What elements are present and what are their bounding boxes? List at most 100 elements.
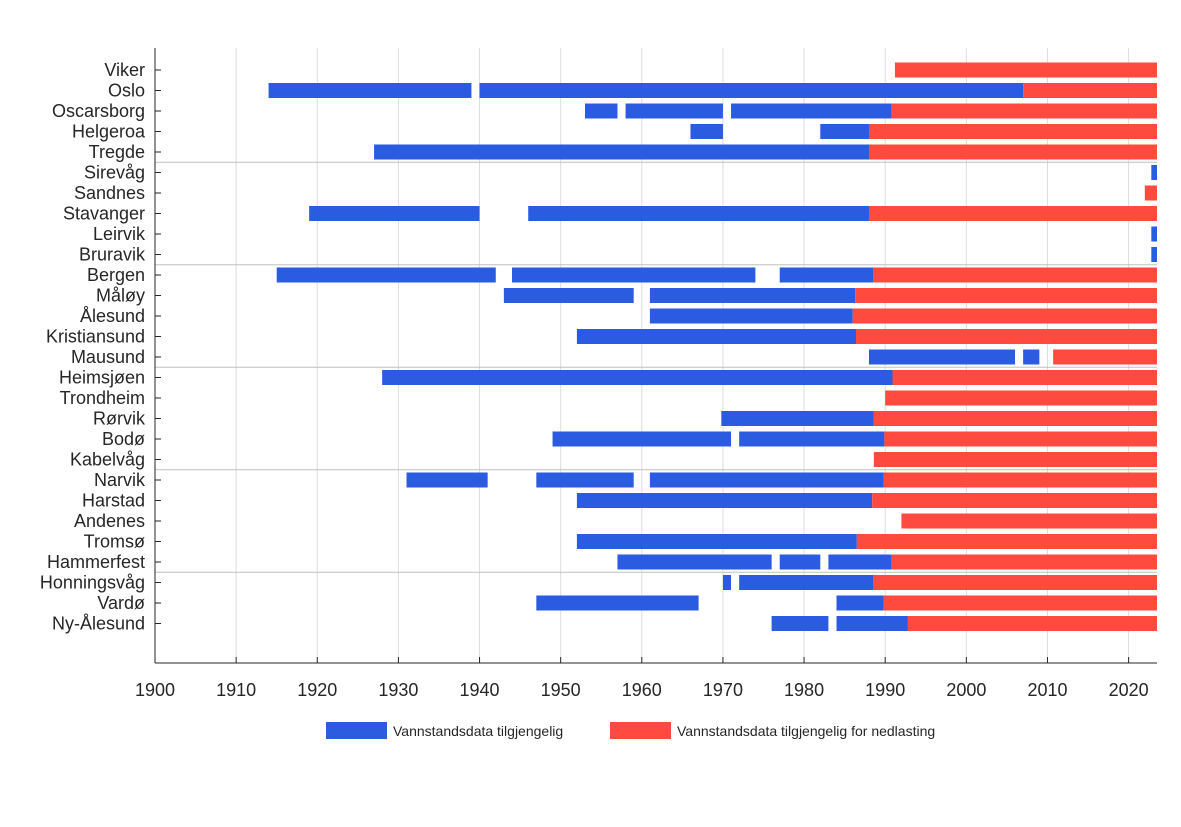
station-label-måløy: Måløy: [96, 286, 145, 306]
x-tick-label-1910: 1910: [216, 680, 256, 700]
x-tick-label-2000: 2000: [946, 680, 986, 700]
bar-download-mausund-0: [1053, 349, 1157, 365]
bar-available-oscarsborg-1: [625, 103, 723, 119]
bar-download-oslo-0: [1023, 83, 1157, 98]
bar-available-hammerfest-2: [828, 554, 892, 570]
bar-available-bodø-1: [739, 431, 885, 447]
bar-available-helgeroa-1: [820, 124, 869, 139]
station-label-tregde: Tregde: [89, 142, 145, 162]
station-label-ny-ålesund: Ny-Ålesund: [52, 614, 145, 634]
station-label-kristiansund: Kristiansund: [46, 327, 145, 347]
station-label-vardø: Vardø: [97, 593, 145, 613]
station-label-stavanger: Stavanger: [63, 204, 145, 224]
bar-available-vardø-1: [836, 595, 884, 611]
station-label-bruravik: Bruravik: [79, 245, 146, 265]
bar-available-hammerfest-0: [617, 554, 772, 570]
bar-available-helgeroa-0: [690, 124, 723, 139]
bar-download-ny-ålesund-0: [907, 616, 1157, 631]
bar-available-oscarsborg-0: [585, 103, 618, 119]
x-tick-label-2020: 2020: [1109, 680, 1149, 700]
bar-available-rørvik-0: [721, 411, 874, 426]
bar-download-honningsvåg-0: [873, 575, 1157, 590]
legend: Vannstandsdata tilgjengelig Vannstandsdat…: [326, 722, 935, 739]
bar-available-sirevåg-0: [1151, 165, 1157, 180]
station-label-andenes: Andenes: [74, 511, 145, 531]
bar-available-ålesund-0: [649, 308, 853, 324]
bar-available-honningsvåg-0: [722, 575, 732, 590]
bar-available-tregde-0: [374, 144, 869, 160]
bar-available-måløy-0: [503, 288, 634, 303]
bar-available-narvik-0: [406, 472, 488, 488]
station-label-oscarsborg: Oscarsborg: [52, 101, 145, 121]
station-label-heimsjøen: Heimsjøen: [59, 368, 145, 388]
bar-available-narvik-2: [649, 472, 884, 488]
station-label-rørvik: Rørvik: [93, 409, 146, 429]
bar-download-heimsjøen-0: [892, 370, 1157, 385]
bar-download-vardø-0: [883, 595, 1157, 611]
station-label-sandnes: Sandnes: [74, 183, 145, 203]
x-tick-label-1900: 1900: [135, 680, 175, 700]
station-label-viker: Viker: [104, 60, 145, 80]
station-label-hammerfest: Hammerfest: [47, 552, 145, 572]
bar-available-honningsvåg-1: [739, 575, 874, 590]
legend-label-download: Vannstandsdata tilgjengelig for nedlasti…: [677, 723, 935, 739]
legend-label-available: Vannstandsdata tilgjengelig: [393, 723, 563, 739]
bar-download-viker-0: [894, 62, 1157, 78]
x-tick-label-1940: 1940: [460, 680, 500, 700]
station-label-kabelvåg: Kabelvåg: [70, 450, 145, 470]
bar-available-hammerfest-1: [779, 554, 821, 570]
station-label-sirevåg: Sirevåg: [84, 163, 145, 183]
bar-available-oslo-1: [479, 83, 1024, 98]
bar-available-leirvik-0: [1151, 226, 1157, 242]
bar-available-bruravik-0: [1151, 247, 1157, 262]
bar-download-bergen-0: [873, 267, 1157, 283]
data-bars: [268, 62, 1157, 631]
station-label-helgeroa: Helgeroa: [72, 122, 146, 142]
x-tick-label-1990: 1990: [865, 680, 905, 700]
bar-download-kristiansund-0: [855, 329, 1157, 344]
bar-available-mausund-0: [868, 349, 1016, 365]
bar-download-måløy-0: [855, 288, 1157, 303]
bar-download-trondheim-0: [885, 390, 1157, 406]
bar-available-oscarsborg-2: [731, 103, 892, 119]
station-labels: VikerOsloOscarsborgHelgeroaTregdeSirevåg…: [40, 60, 146, 634]
bar-download-bodø-0: [884, 431, 1157, 447]
bar-available-bodø-0: [552, 431, 732, 447]
bar-available-måløy-1: [649, 288, 856, 303]
station-label-tromsø: Tromsø: [84, 532, 145, 552]
bar-available-tromsø-0: [576, 534, 857, 549]
x-tick-label-1980: 1980: [784, 680, 824, 700]
station-label-narvik: Narvik: [94, 470, 146, 490]
bar-download-rørvik-0: [873, 411, 1157, 426]
station-label-harstad: Harstad: [82, 491, 145, 511]
bar-download-harstad-0: [872, 493, 1157, 508]
bar-download-ålesund-0: [852, 308, 1157, 324]
station-label-oslo: Oslo: [108, 81, 145, 101]
bar-available-bergen-0: [276, 267, 496, 283]
x-tick-label-1960: 1960: [622, 680, 662, 700]
station-label-leirvik: Leirvik: [93, 224, 146, 244]
bar-download-tromsø-0: [856, 534, 1157, 549]
x-tick-label-1920: 1920: [297, 680, 337, 700]
bar-download-andenes-0: [901, 513, 1157, 529]
bar-available-vardø-0: [536, 595, 699, 611]
bar-available-harstad-0: [576, 493, 873, 508]
x-tick-label-2010: 2010: [1027, 680, 1067, 700]
x-tick-label-1970: 1970: [703, 680, 743, 700]
bar-download-oscarsborg-0: [891, 103, 1157, 119]
group-separators: [155, 161, 1157, 573]
x-tick-label-1930: 1930: [378, 680, 418, 700]
legend-swatch-available: [326, 722, 387, 739]
axes: [154, 48, 1157, 664]
bar-available-bergen-1: [511, 267, 756, 283]
bar-available-narvik-1: [536, 472, 634, 488]
bar-download-narvik-0: [883, 472, 1157, 488]
station-label-mausund: Mausund: [71, 347, 145, 367]
station-label-trondheim: Trondheim: [60, 388, 145, 408]
bar-download-kabelvåg-0: [873, 452, 1157, 467]
x-tick-labels: 1900 1910 1920 1930 1940 1950 1960 1970 1980 1990…: [135, 680, 1149, 700]
station-label-bergen: Bergen: [87, 265, 145, 285]
bar-available-heimsjøen-0: [382, 370, 893, 385]
bar-download-stavanger-0: [868, 206, 1157, 221]
